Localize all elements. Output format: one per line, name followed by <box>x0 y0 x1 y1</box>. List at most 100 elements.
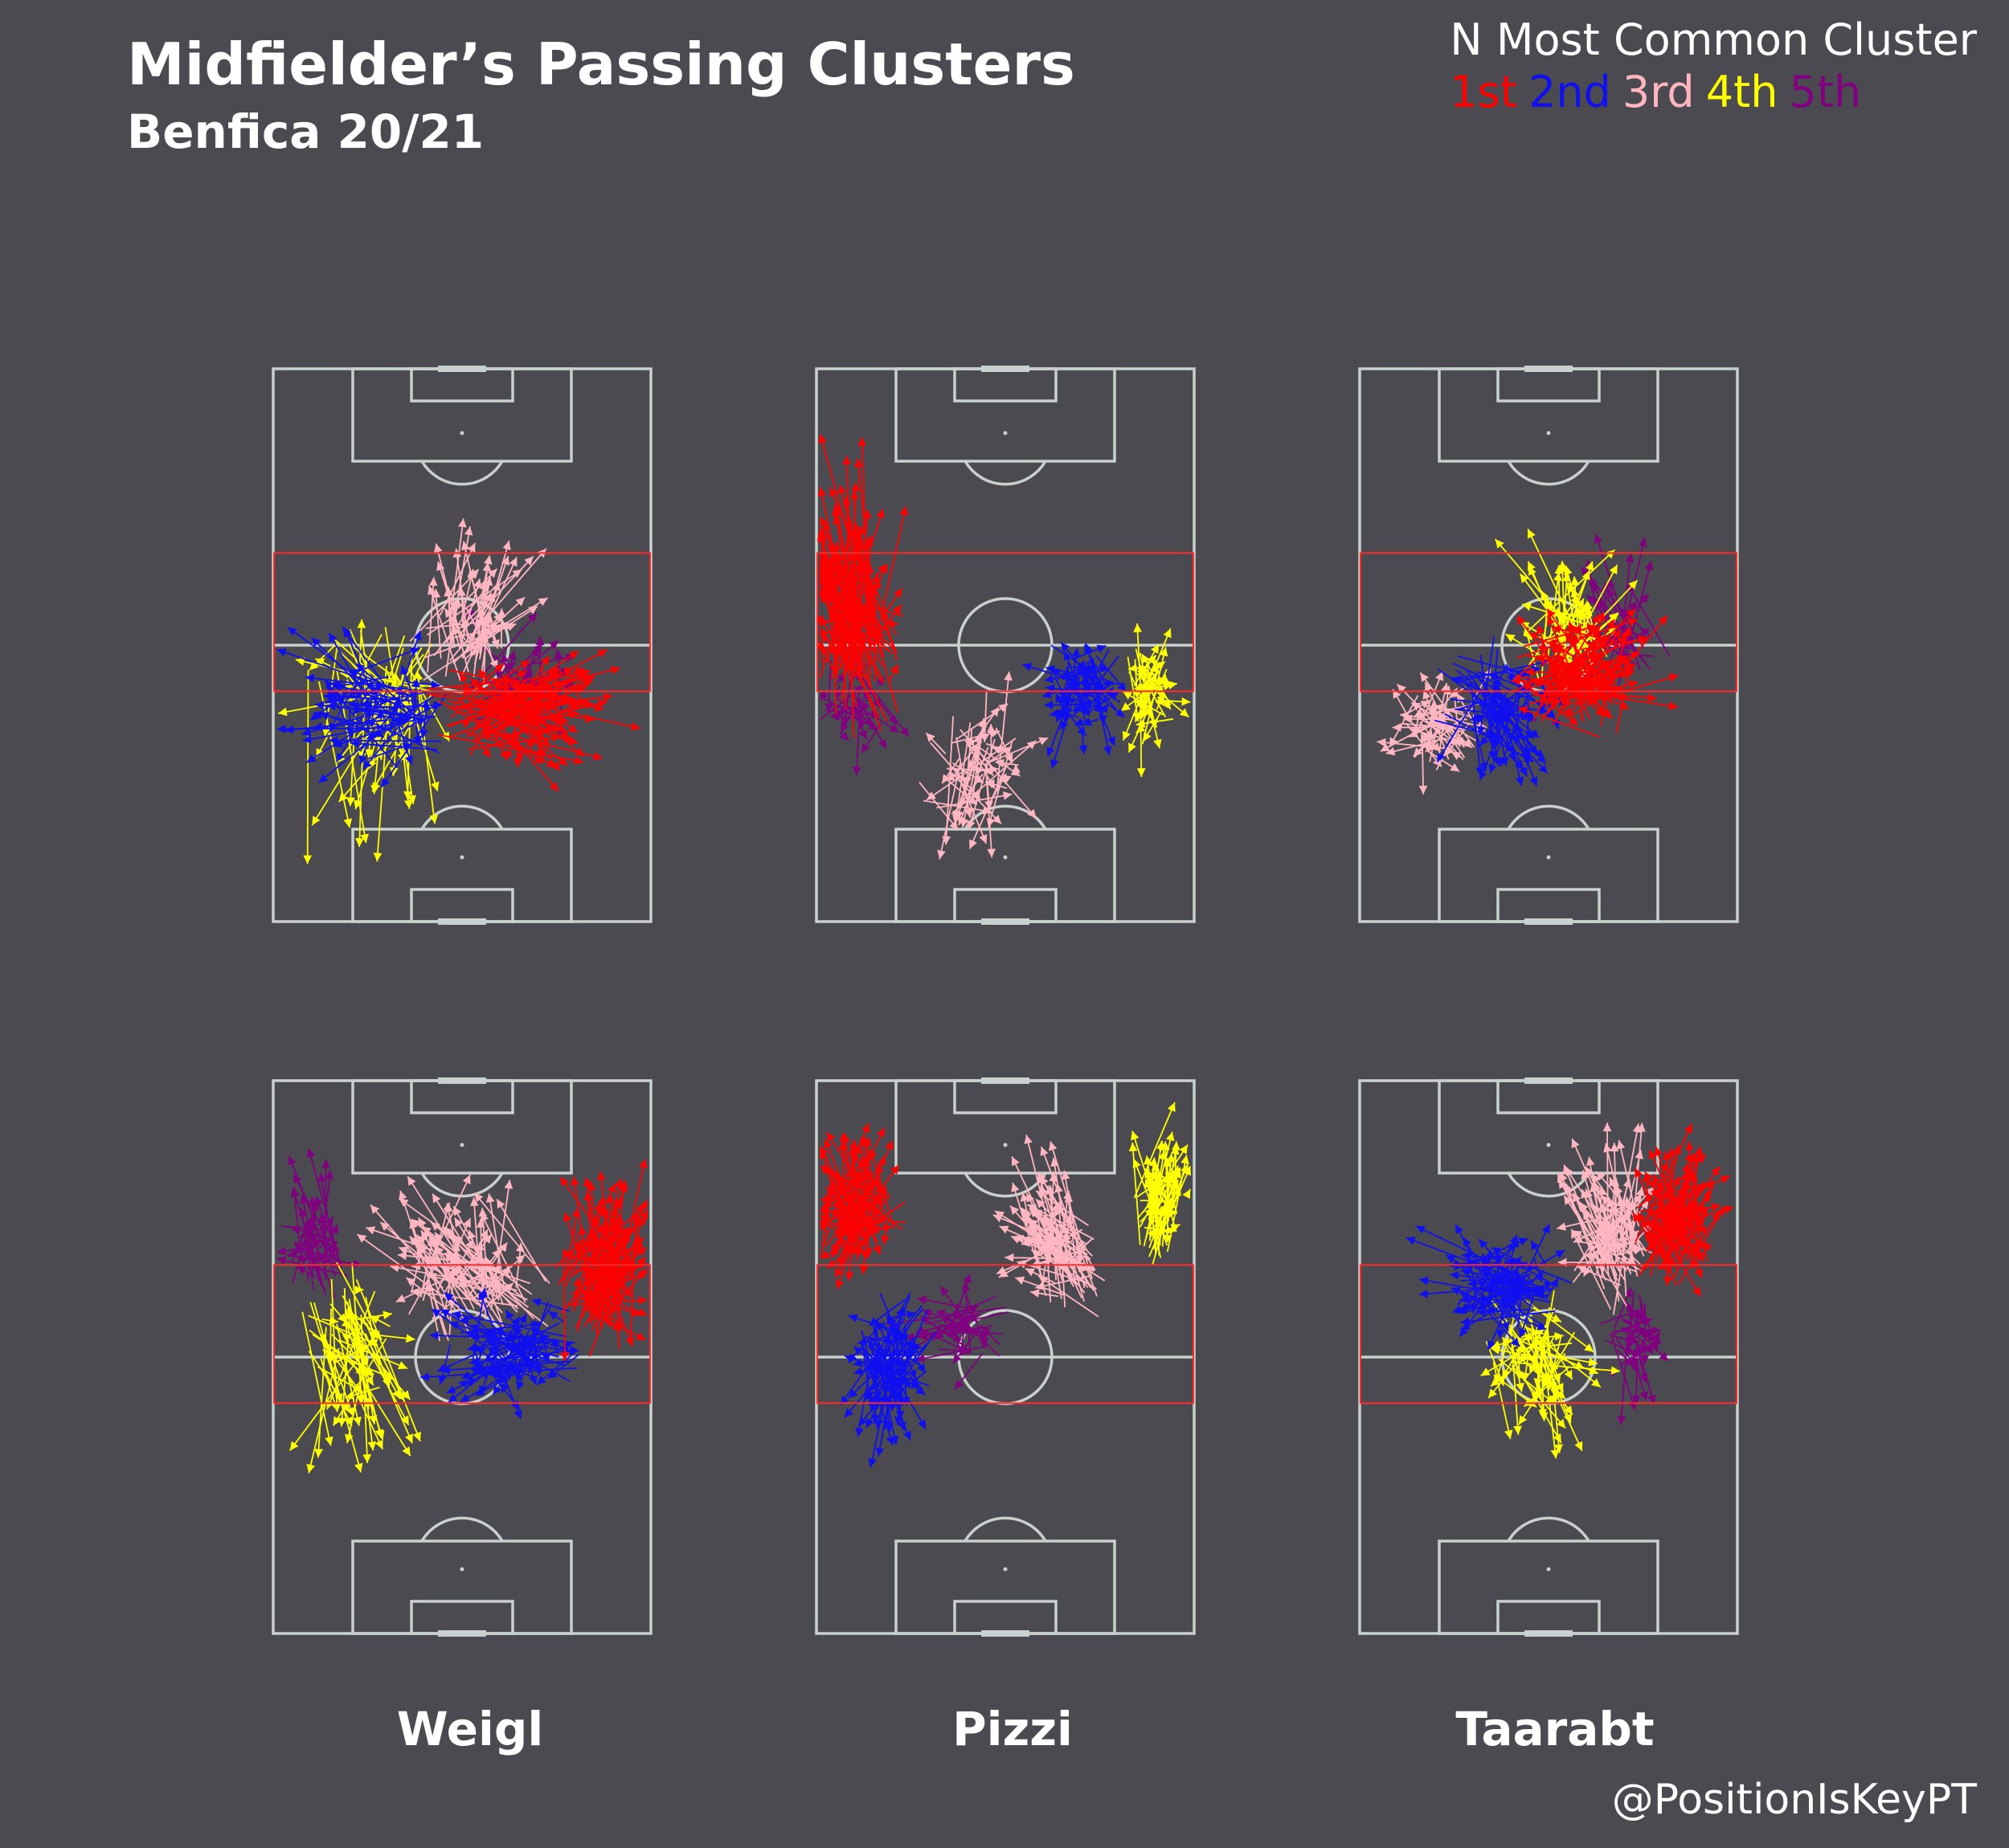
pass-arrow <box>346 1352 411 1457</box>
pass-arrow <box>321 1316 339 1325</box>
pass-arrow <box>966 736 992 767</box>
pass-arrow <box>1136 705 1146 777</box>
pass-arrow <box>859 1251 870 1260</box>
pass-arrow <box>306 1249 326 1291</box>
pass-arrow <box>1142 711 1162 742</box>
pass-arrow <box>1133 644 1160 686</box>
pass-arrow <box>992 746 1002 754</box>
pass-arrow <box>923 799 992 816</box>
pass-arrow <box>342 1288 351 1343</box>
pass-arrow <box>1449 686 1466 698</box>
pass-arrow <box>979 1332 988 1342</box>
pass-arrow <box>824 660 834 713</box>
pass-arrow <box>305 673 412 691</box>
pass-arrow <box>387 717 427 739</box>
pass-arrow <box>417 1217 456 1281</box>
pass-arrow <box>833 685 842 701</box>
pass-arrow <box>436 561 465 647</box>
pass-arrow <box>1089 655 1102 708</box>
pass-arrow <box>353 693 367 716</box>
legend-items: 1st 2nd 3rd 4th 5th <box>1450 67 1977 117</box>
pass-arrow <box>410 1287 518 1307</box>
pass-arrow <box>1538 640 1548 664</box>
pass-arrow <box>427 1273 487 1292</box>
legend-item-5th: 5th <box>1789 67 1862 117</box>
pass-arrow <box>1419 722 1434 740</box>
pass-arrow <box>1141 653 1172 705</box>
pass-arrow <box>1471 716 1488 772</box>
pass-arrow <box>849 528 895 650</box>
pass-arrow <box>1143 654 1157 671</box>
pass-arrow <box>1413 725 1443 758</box>
pass-arrow <box>1438 716 1487 730</box>
middle-third-zone <box>273 552 651 693</box>
pass-arrow <box>314 657 331 667</box>
pass-arrow <box>329 691 361 701</box>
pass-arrow <box>855 707 865 721</box>
pass-arrow <box>293 1173 341 1265</box>
pass-arrow <box>342 626 387 688</box>
pitch-pizzi-row2 <box>815 1077 1196 1637</box>
pass-arrow <box>511 702 565 726</box>
pass-arrow <box>338 1339 408 1370</box>
middle-third-zone <box>1360 552 1737 693</box>
pass-arrow <box>941 757 961 784</box>
pass-arrow <box>499 682 515 692</box>
legend-title: N Most Common Cluster <box>1450 14 1977 65</box>
pass-arrow <box>366 1323 391 1388</box>
pass-arrow <box>317 734 378 783</box>
pass-arrow <box>1621 640 1632 650</box>
pass-arrow <box>309 642 338 671</box>
pass-arrow <box>391 685 404 731</box>
pass-arrow <box>1059 660 1086 719</box>
pass-arrow <box>337 1352 384 1450</box>
pass-arrow <box>333 683 401 701</box>
pass-arrow <box>469 1197 481 1283</box>
pass-arrow <box>291 1201 319 1284</box>
pass-arrow <box>409 1236 450 1282</box>
pass-arrow <box>1444 707 1474 734</box>
legend: N Most Common Cluster 1st 2nd 3rd 4th 5th <box>1450 14 1977 117</box>
pass-arrow <box>416 679 439 824</box>
pass-arrow <box>439 542 477 616</box>
pass-arrow <box>1377 738 1447 750</box>
pass-arrow <box>301 1245 326 1261</box>
pass-arrow <box>438 1343 452 1385</box>
pass-arrow <box>1450 751 1462 760</box>
pass-arrow <box>1037 1275 1099 1318</box>
pass-arrow <box>1399 711 1421 721</box>
pass-arrow <box>373 703 440 738</box>
pass-arrow <box>1626 583 1671 657</box>
pass-arrow <box>453 1217 488 1269</box>
pass-arrow <box>329 736 441 746</box>
page-title: Midfielder’s Passing Clusters <box>127 31 1075 98</box>
pass-arrow <box>1392 689 1408 716</box>
pass-arrow <box>950 771 1002 825</box>
pass-arrow <box>831 697 872 718</box>
player-label-taarabt: Taarabt <box>1455 1702 1655 1756</box>
pass-arrow <box>355 662 415 715</box>
pass-arrow <box>1458 693 1506 710</box>
pass-arrow <box>468 569 493 663</box>
pass-arrow <box>366 719 440 754</box>
pass-arrow <box>399 630 422 694</box>
pass-arrow <box>398 1246 528 1301</box>
pass-arrow <box>995 758 1019 768</box>
pass-arrow <box>399 1197 533 1295</box>
pass-arrow <box>452 1265 475 1310</box>
pass-arrow <box>1547 666 1594 682</box>
pass-arrow <box>1591 666 1614 694</box>
legend-item-1st: 1st <box>1450 67 1517 117</box>
pass-arrow <box>323 1224 339 1249</box>
pass-arrow <box>942 716 955 845</box>
pass-arrow <box>1134 669 1160 722</box>
pass-arrow <box>448 669 558 694</box>
pass-arrow <box>1088 691 1119 713</box>
pass-arrow <box>509 674 594 693</box>
pass-arrow <box>1476 636 1495 736</box>
pass-arrow <box>448 1229 464 1283</box>
pass-arrow <box>407 1261 439 1315</box>
pass-arrow <box>1011 1182 1042 1278</box>
pass-arrow <box>1090 688 1115 746</box>
pass-arrow <box>491 699 501 709</box>
